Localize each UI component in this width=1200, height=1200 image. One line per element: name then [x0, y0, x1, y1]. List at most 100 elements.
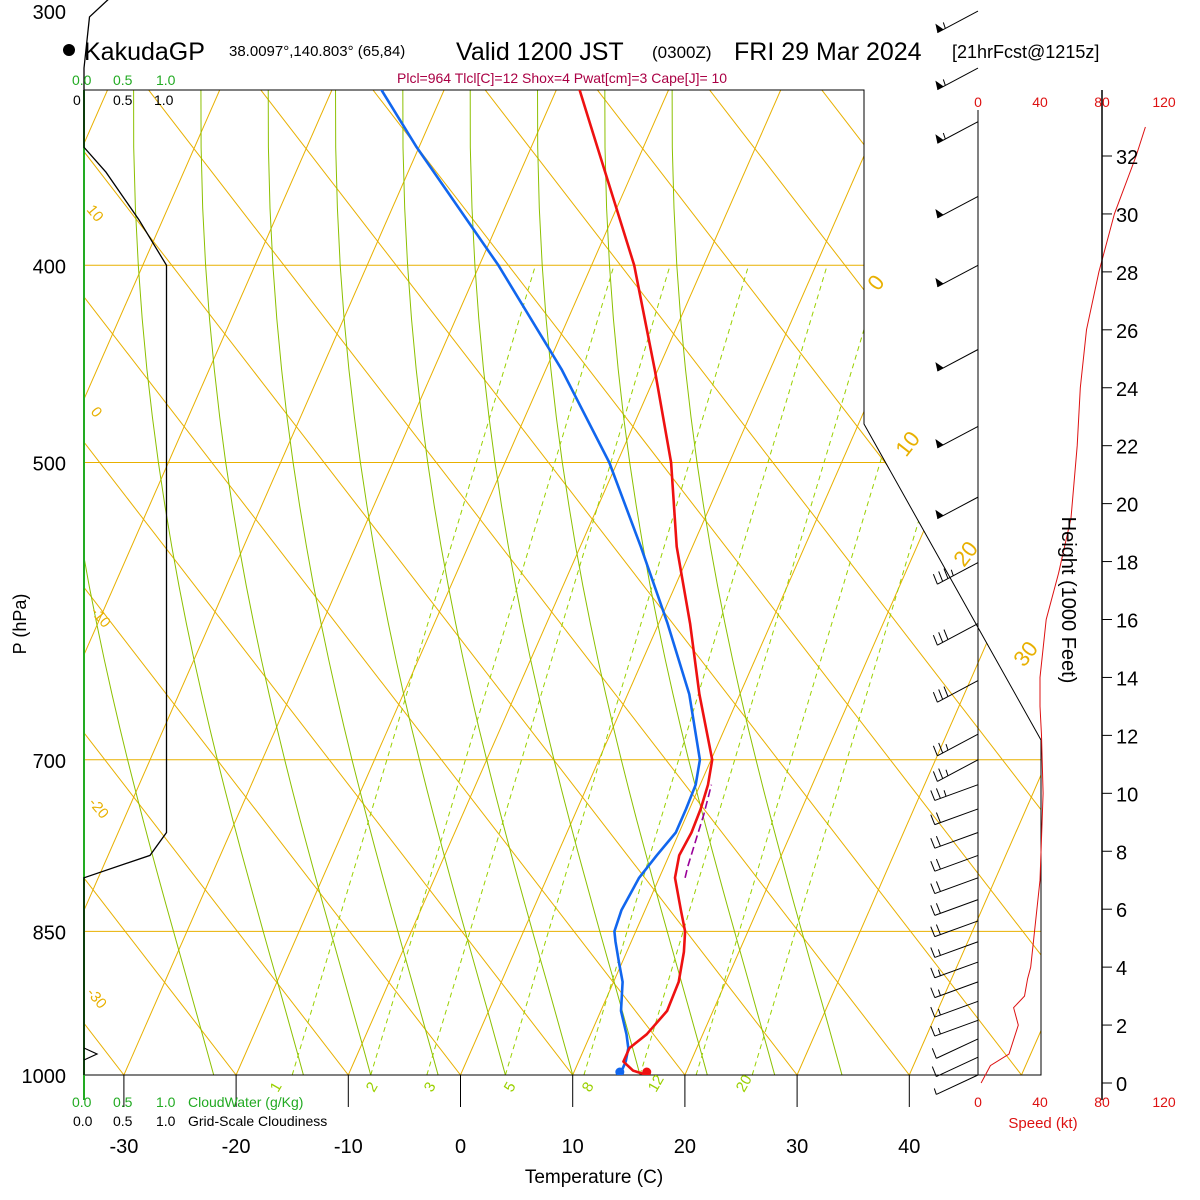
pressure-tick-400: 400 — [33, 256, 66, 278]
wind-barb-820 — [930, 899, 979, 916]
wind-barb-740 — [930, 808, 979, 826]
wind-barb-staff — [937, 349, 979, 372]
moist-adiabat-1 — [133, 90, 304, 1075]
dry-adiabat--40 — [0, 65, 12, 1075]
pressure-tick-700: 700 — [33, 751, 66, 773]
wind-barb-half — [937, 1027, 941, 1035]
thermo-grid — [0, 0, 1200, 1075]
wind-barb-flag — [930, 814, 936, 825]
wind-barb-600 — [932, 623, 979, 646]
wind-barb-flag — [932, 771, 938, 782]
height-tick-10: 10 — [1116, 784, 1138, 806]
temp-tick-30: 30 — [786, 1136, 808, 1158]
wind-speed-line — [980, 126, 1146, 1084]
wind-barb-flag — [930, 926, 936, 937]
speed-tick-top-40: 40 — [1032, 94, 1048, 110]
wind-barb-940 — [930, 1019, 979, 1037]
mixing-ratio-label-2: 2 — [363, 1079, 382, 1095]
mixing-ratio-line-2 — [426, 265, 671, 1075]
y-axis-label: P (hPa) — [10, 594, 30, 655]
cloudwater-label: CloudWater (g/Kg) — [188, 1094, 303, 1110]
wind-barb-flag — [930, 987, 936, 998]
wind-barb-760 — [930, 832, 979, 849]
wind-barb-flag — [931, 1048, 937, 1059]
wind-barb-staff — [934, 808, 979, 826]
wind-barb-half — [937, 1008, 941, 1016]
isotherm--90 — [0, 0, 4, 1075]
temp-tick--20: -20 — [222, 1136, 251, 1158]
axis-ticks: 2503004005007008501000-30-20-10010203040… — [22, 2, 1139, 1158]
wind-barb-pennant — [935, 509, 944, 519]
wind-barb-flag — [930, 905, 936, 916]
wind-barb-flag — [935, 881, 941, 892]
cloudwater-scale-bottom-05: 0.5 — [113, 1094, 133, 1110]
x-axis-label: Temperature (C) — [525, 1167, 663, 1188]
mixing-ratio-label-5: 5 — [501, 1079, 520, 1095]
wind-barb-560 — [932, 562, 979, 585]
station-name: KakudaGP — [84, 38, 205, 66]
wind-barb-half — [937, 969, 941, 976]
zulu-time: (0300Z) — [652, 43, 712, 62]
forecast-info: [21hrFcst@1215z] — [952, 42, 1099, 62]
moist-adiabat-0 — [84, 90, 215, 1075]
wind-barb-520 — [935, 496, 979, 520]
wind-barb-pennant — [935, 208, 944, 218]
height-tick-28: 28 — [1116, 263, 1138, 285]
wind-barb-840 — [930, 920, 979, 938]
wind-barb-960 — [931, 1038, 979, 1059]
isotherm-60 — [1134, 0, 1200, 1075]
isotherm-label--10: -10 — [87, 604, 114, 632]
cloudiness-line — [83, 0, 168, 1075]
dry-adiabat-20 — [84, 90, 686, 1075]
cloudiness-scale-bottom-1: 1.0 — [156, 1113, 176, 1129]
wind-barb-980 — [931, 1056, 979, 1078]
isotherm-30 — [796, 90, 1041, 1075]
moist-adiabat-5 — [402, 90, 574, 1075]
wind-barb-staff — [934, 1000, 979, 1018]
speed-tick-top-0: 0 — [974, 94, 982, 110]
stability-indices: Plcl=964 Tlcl[C]=12 Shox=4 Pwat[cm]=3 Ca… — [397, 70, 727, 86]
moist-adiabat-4 — [334, 90, 506, 1075]
isotherm--20 — [235, 90, 791, 1075]
wind-barb-staff — [937, 496, 979, 520]
wind-barb-flag — [935, 788, 941, 799]
temp-tick--30: -30 — [109, 1136, 138, 1158]
cloudiness-scale-bottom-05: 0.5 — [113, 1113, 133, 1129]
height-tick-22: 22 — [1116, 437, 1138, 459]
pressure-tick-850: 850 — [33, 922, 66, 944]
moist-adiabat-9 — [671, 90, 843, 1075]
sounding-series — [297, 90, 714, 1075]
cloudiness-scale-bottom-0: 0.0 — [73, 1113, 93, 1129]
speed-axis-label: Speed (kt) — [1008, 1115, 1077, 1132]
wind-barb-staff — [934, 920, 979, 938]
wind-barb-staff — [937, 680, 979, 703]
cloudwater-scale-top-05: 0.5 — [113, 72, 133, 88]
wind-barb-400 — [935, 264, 979, 288]
wind-barb-staff — [937, 67, 979, 91]
isotherm-0 — [460, 90, 1015, 1075]
dry-adiabat-0 — [84, 90, 461, 1075]
wind-barb-680 — [932, 733, 979, 757]
wind-barb-720 — [930, 784, 979, 801]
wind-barb-staff — [934, 899, 979, 916]
wind-barb-flag — [930, 838, 936, 849]
wind-barb-flag — [932, 745, 938, 756]
wind-barb-flag — [932, 634, 938, 646]
cloudiness-scale-top-1: 1.0 — [154, 92, 174, 108]
mixing-ratio-line-1 — [370, 265, 615, 1075]
temp-tick-40: 40 — [898, 1136, 920, 1158]
wind-barb-flag — [935, 903, 941, 914]
cloudwater-scale-bottom-1: 1.0 — [156, 1094, 176, 1110]
wind-barb-staff — [934, 1019, 979, 1037]
mixing-ratio-label-1: 1 — [267, 1079, 286, 1095]
temp-tick--10: -10 — [334, 1136, 363, 1158]
dry-adiabat-70 — [465, 90, 1041, 1075]
wind-barb-640 — [932, 680, 979, 703]
dry-adiabat-label-0: 0 — [862, 270, 889, 295]
height-tick-8: 8 — [1116, 842, 1127, 864]
mixing-ratio-label-8: 8 — [579, 1079, 598, 1095]
wind-barb-flag — [930, 947, 936, 958]
wind-barb-flag — [930, 967, 936, 978]
